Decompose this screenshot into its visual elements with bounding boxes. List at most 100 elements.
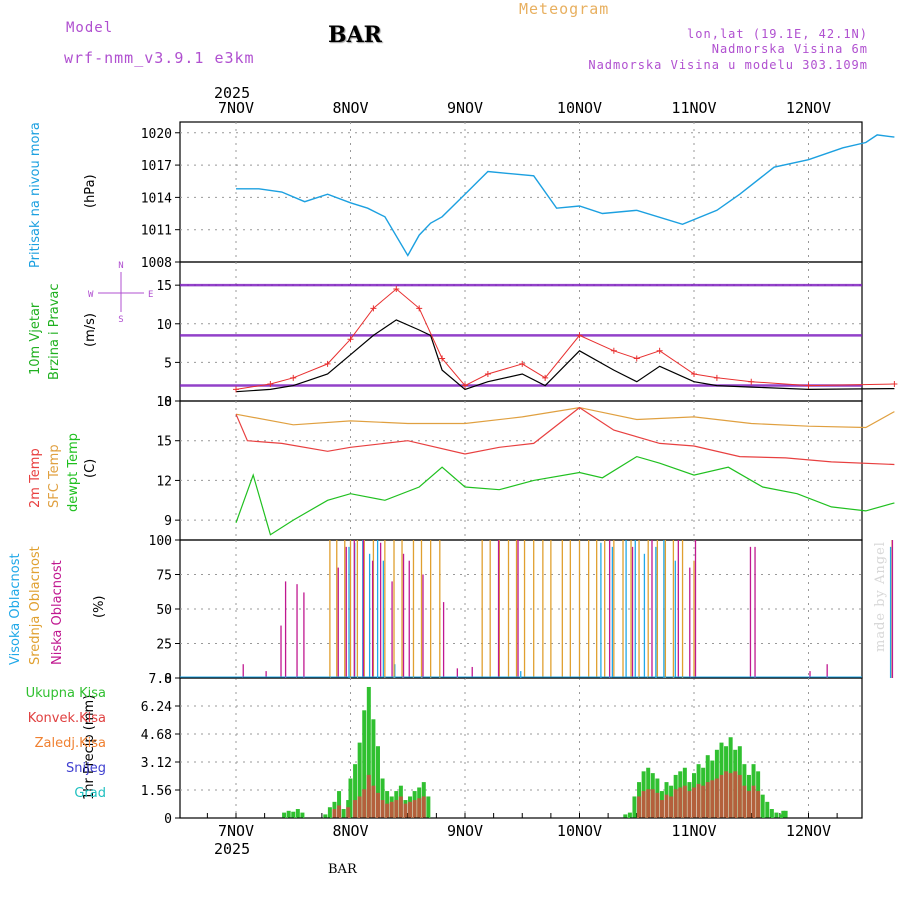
ytick-label: 1014: [141, 191, 172, 206]
precip-total-bar: [371, 719, 376, 818]
day-label-top: 12NOV: [786, 99, 831, 117]
precip-total-bar: [632, 796, 637, 818]
year-top-label: 2025: [214, 84, 250, 102]
compass-n-label: N: [118, 261, 123, 271]
precip-conv-bar: [724, 771, 729, 818]
wind-compass: N S W E: [88, 261, 153, 324]
wind-gust-line: [235, 288, 895, 390]
day-label-bottom: 7NOV: [218, 822, 254, 840]
watermark: made by Angel: [873, 541, 888, 652]
dewpoint-line: [235, 455, 895, 536]
ytick-label: 0: [164, 395, 172, 410]
elevation-label: Nadmorska Visina 6m: [711, 42, 868, 56]
temp2m-line: [235, 406, 895, 466]
ytick-label: 100: [149, 534, 172, 549]
wind-gust-marker: [347, 336, 354, 343]
legend-snijeg: Snijeg: [66, 761, 106, 776]
precip-conv-bar: [733, 771, 738, 818]
ytick-label: 1008: [141, 256, 172, 271]
day-label-bottom: 10NOV: [557, 822, 602, 840]
precip-conv-bar: [421, 796, 426, 818]
panel-frame: [179, 261, 863, 402]
precip-conv-bar: [673, 789, 678, 818]
precip-conv-bar: [682, 785, 687, 818]
precip-conv-bar: [705, 782, 710, 818]
legend-konvek-kisa: Konvek.Kisa: [27, 711, 106, 726]
precip-conv-bar: [380, 800, 385, 818]
ytick-label: 15: [156, 435, 172, 450]
wind-gust-marker: [713, 374, 720, 381]
footer-station: BAR: [328, 862, 357, 877]
lonlat-label: lon,lat (19.1E, 42.1N): [687, 27, 868, 41]
wind-gust-marker: [805, 382, 812, 389]
precip-total-bar: [760, 794, 765, 818]
wind-gust-marker: [267, 381, 274, 388]
precip-total-bar: [353, 764, 358, 818]
wind-gust-marker: [462, 382, 468, 389]
precip-conv-bar: [664, 794, 669, 818]
precip-conv-bar: [692, 787, 696, 818]
precip-total-bar: [426, 796, 431, 818]
model-label: Model: [66, 20, 114, 36]
day-label-top: 11NOV: [671, 99, 716, 117]
precip-total-bar: [623, 814, 628, 818]
wind-gust-marker: [610, 347, 617, 354]
wind-gust-marker: [542, 374, 549, 381]
precip-conv-bar: [417, 798, 422, 818]
panel-frame: [179, 539, 863, 679]
ytick-label: 50: [156, 603, 172, 618]
precip-conv-bar: [714, 778, 719, 818]
panel-frame: [179, 400, 863, 541]
ytick-label: 5: [164, 356, 172, 371]
ytick-label: 0: [164, 672, 172, 687]
pressure-line: [236, 134, 895, 257]
precip-conv-bar: [389, 801, 394, 818]
precip-conv-bar: [412, 800, 417, 818]
ytick-label: 25: [156, 638, 172, 653]
precip-conv-bar: [756, 791, 761, 818]
precip-conv-bar: [669, 796, 674, 818]
wind-gust-marker: [748, 378, 755, 385]
precip-total-bar: [282, 812, 287, 818]
wind-gust-marker: [576, 332, 583, 339]
precip-conv-bar: [701, 785, 706, 818]
precip-conv-bar: [408, 801, 413, 818]
precip-total-bar: [357, 742, 362, 818]
meteogram-title: Meteogram: [519, 0, 610, 18]
ytick-label: 15: [156, 279, 172, 294]
precip-conv-bar: [751, 785, 756, 818]
precip-conv-bar: [637, 796, 642, 818]
model-name: wrf-nmm_v3.9.1 e3km: [64, 49, 255, 67]
precip-conv-bar: [398, 796, 403, 818]
precip-conv-bar: [394, 800, 399, 818]
ytick-label: 18: [156, 395, 172, 410]
precip-conv-bar: [385, 803, 390, 818]
precip-conv-bar: [353, 800, 358, 818]
ytick-label: 4.68: [141, 728, 172, 743]
day-label-bottom: 11NOV: [671, 822, 716, 840]
wind-gust-marker: [439, 355, 446, 362]
precip-total-bar: [366, 686, 371, 818]
wind-gust-marker: [416, 305, 423, 312]
day-label-top: 8NOV: [332, 99, 368, 117]
bottom-time-axis: 2025 7NOV 8NOV 9NOV 10NOV 11NOV 12NOV: [206, 813, 838, 858]
precip-conv-bar: [337, 805, 342, 818]
compass-w-label: W: [88, 290, 94, 300]
compass-e-label: E: [148, 290, 153, 300]
wind-gust-marker: [691, 370, 697, 377]
wind-gust-marker: [324, 360, 331, 367]
legend-zaledj-kisa: Zaledj.Kisa: [34, 736, 106, 751]
day-label-top: 7NOV: [218, 99, 254, 117]
wind-gust-marker: [656, 347, 663, 354]
ytick-label: 3.12: [141, 756, 172, 771]
precip-total-bar: [769, 809, 774, 818]
wind-gust-marker: [519, 360, 526, 367]
precip-conv-bar: [362, 789, 367, 818]
precip-total-bar: [627, 812, 632, 818]
precip-conv-bar: [659, 800, 664, 818]
ytick-label: 12: [156, 474, 172, 489]
precip-conv-bar: [678, 787, 683, 818]
panels: 1008101110141017102005101591215180255075…: [141, 121, 898, 827]
precip-conv-bar: [646, 789, 651, 818]
